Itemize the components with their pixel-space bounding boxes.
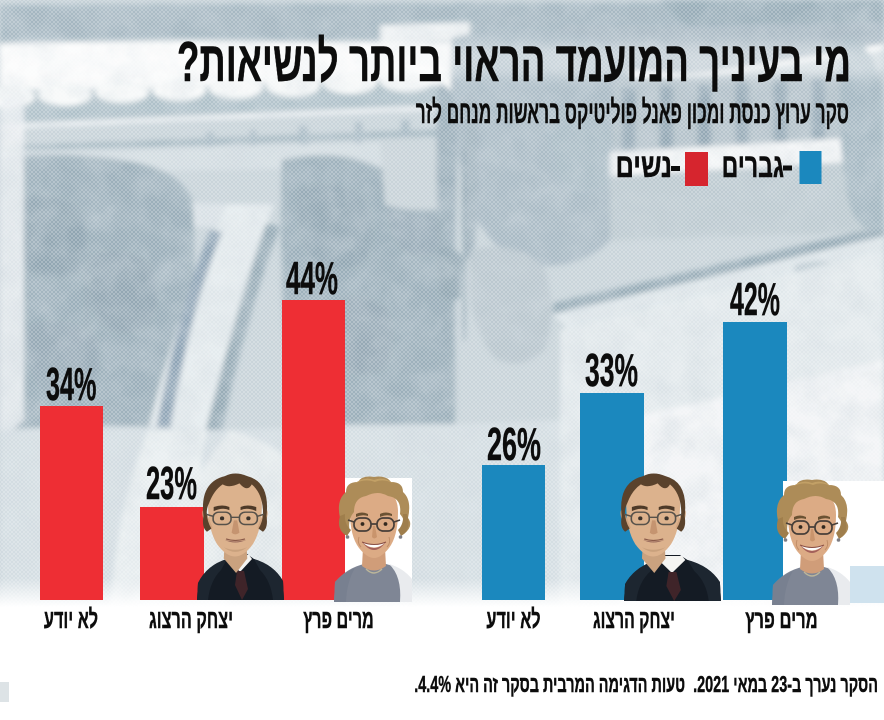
svg-text:44%: 44% xyxy=(286,252,338,304)
svg-text:34%: 34% xyxy=(46,358,97,410)
svg-text:יצחק הרצוג: יצחק הרצוג xyxy=(149,604,233,634)
svg-text:סקר ערוץ כנסת ומכון פאנל פוליט: סקר ערוץ כנסת ומכון פאנל פוליטיקס בראשות… xyxy=(416,96,849,131)
svg-text:42%: 42% xyxy=(730,273,780,325)
svg-text:26%: 26% xyxy=(487,418,541,470)
svg-text:לא יודע: לא יודע xyxy=(44,604,98,634)
svg-text:הסקר נערך ב-23 במאי 2021. טעו: הסקר נערך ב-23 במאי 2021. טעות הדגימה המ… xyxy=(414,673,878,698)
svg-text:נשים: נשים xyxy=(615,148,672,185)
svg-text:לא יודע: לא יודע xyxy=(486,604,540,634)
svg-text:33%: 33% xyxy=(585,344,638,396)
svg-text:גברים: גברים xyxy=(722,148,784,185)
svg-text:23%: 23% xyxy=(146,457,197,509)
svg-text:מרים פרץ: מרים פרץ xyxy=(745,604,818,634)
svg-text:מרים פרץ: מרים פרץ xyxy=(303,604,374,634)
svg-text:מי בעיניך המועמד הראוי ביותר ל: מי בעיניך המועמד הראוי ביותר לנשיאות? xyxy=(177,31,851,94)
svg-text:יצחק הרצוג: יצחק הרצוג xyxy=(593,605,675,634)
